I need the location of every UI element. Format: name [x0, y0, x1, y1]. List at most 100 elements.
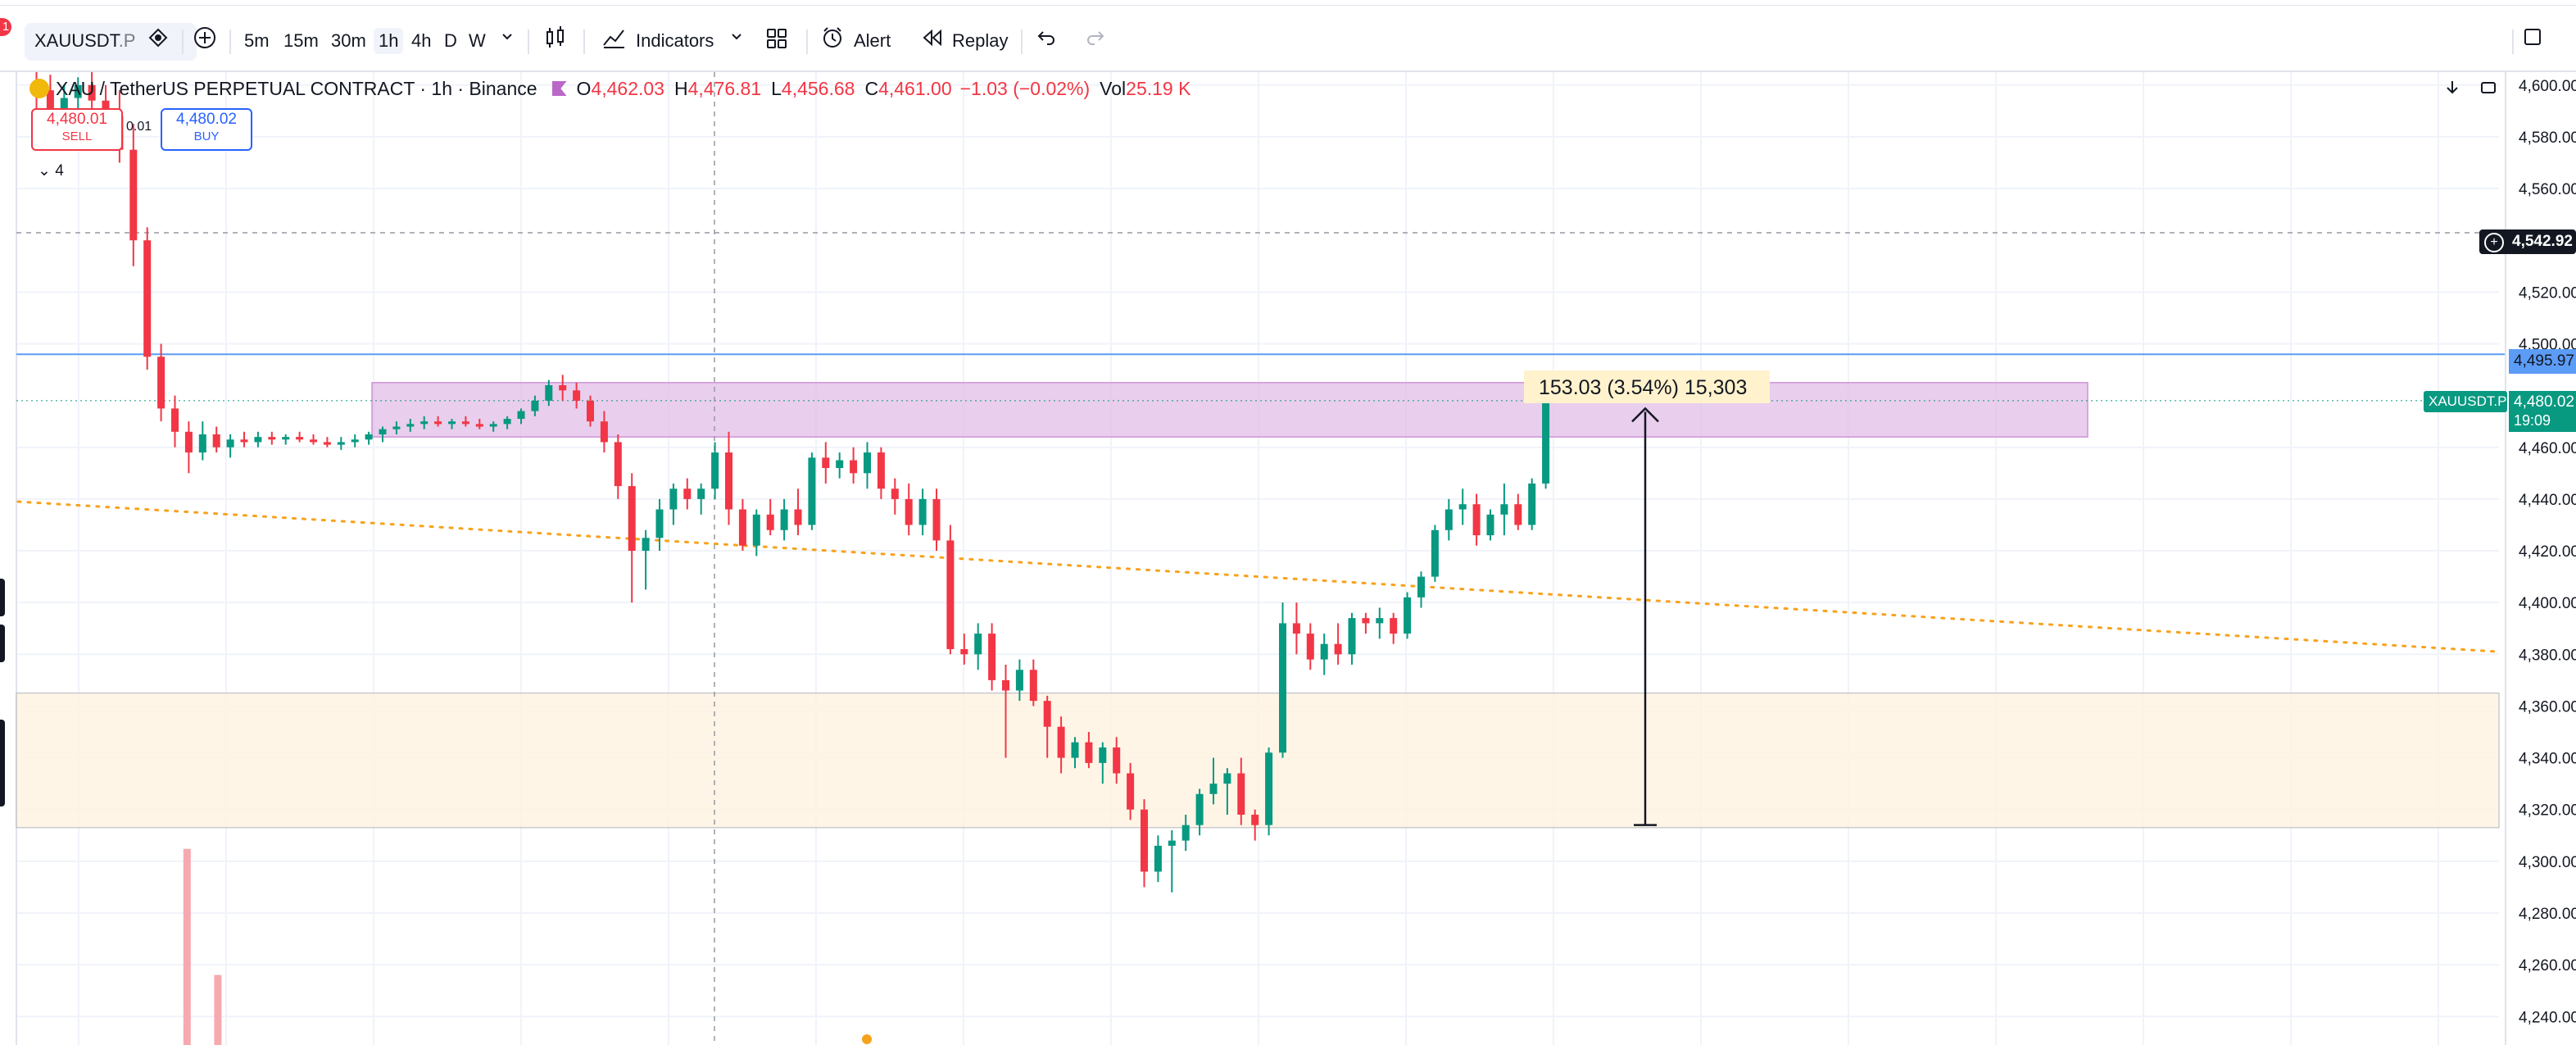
- candle: [1168, 829, 1176, 893]
- candle-body: [587, 400, 594, 422]
- measure-arrowhead: [1631, 407, 1659, 423]
- alert-button[interactable]: Alert: [854, 30, 891, 51]
- candle: [1404, 592, 1412, 639]
- volume-bar: [214, 975, 222, 1045]
- candle-body: [74, 84, 82, 98]
- candle-body: [1376, 618, 1384, 624]
- timeframe-d[interactable]: D: [444, 30, 457, 51]
- candle: [974, 623, 982, 670]
- candle: [545, 379, 553, 407]
- candle-body: [822, 457, 830, 469]
- candle: [711, 442, 719, 499]
- indicators-collapse-toggle[interactable]: ⌄ 4: [33, 159, 69, 184]
- candle: [1141, 799, 1148, 888]
- undo-icon[interactable]: [1034, 25, 1059, 51]
- timeframe-5m[interactable]: 5m: [244, 30, 270, 51]
- candle: [420, 416, 429, 429]
- add-alert-icon[interactable]: +: [2484, 233, 2504, 252]
- candle-body: [420, 421, 429, 425]
- candle-body: [1071, 742, 1079, 758]
- candle-body: [1057, 726, 1065, 758]
- download-icon[interactable]: [2440, 75, 2465, 104]
- replay-button[interactable]: Replay: [952, 30, 1009, 51]
- demand-zone: [16, 693, 2500, 829]
- left-panel-tab[interactable]: [0, 720, 5, 806]
- legend-high-value: 4,476.81: [687, 77, 762, 99]
- timeframe-4h[interactable]: 4h: [411, 30, 432, 51]
- timeframe-15m[interactable]: 15m: [283, 30, 319, 51]
- candle: [918, 488, 927, 536]
- candle: [766, 498, 774, 536]
- candle: [323, 437, 331, 448]
- candle-body: [475, 424, 483, 427]
- price-chart[interactable]: 153.03 (3.54%) 15,303 4,600.00 4,580.00 4,…: [0, 72, 2576, 1045]
- legend-close-value: 4,461.00: [878, 77, 952, 99]
- timeframe-1h[interactable]: 1h: [374, 28, 404, 54]
- candle-body: [1181, 825, 1190, 841]
- layouts-icon[interactable]: [762, 23, 791, 49]
- candle-body: [725, 452, 732, 510]
- timeframe-w[interactable]: W: [469, 30, 486, 51]
- candle: [157, 343, 166, 422]
- alert-icon[interactable]: [818, 23, 847, 49]
- chevron-down-icon[interactable]: [724, 25, 749, 51]
- price-axis-tick-label: 4,280.00: [2519, 906, 2576, 923]
- left-panel-tab[interactable]: [0, 579, 5, 616]
- candle: [448, 419, 456, 429]
- candle: [587, 395, 594, 427]
- candle-body: [1237, 773, 1245, 816]
- candle: [212, 426, 220, 453]
- candle: [1334, 623, 1342, 665]
- symbol-name[interactable]: XAUUSDT.P: [34, 30, 136, 51]
- candle: [1181, 815, 1190, 852]
- sell-button[interactable]: 4,480.01 SELL: [31, 108, 123, 151]
- candle: [655, 498, 664, 552]
- candle-body: [946, 540, 955, 649]
- legend-low-value: 4,456.68: [781, 77, 855, 99]
- legend-open-label: O: [576, 77, 592, 99]
- candle-body: [766, 514, 774, 530]
- candle-body: [1099, 747, 1107, 763]
- candle: [1265, 747, 1273, 836]
- favorite-icon[interactable]: [144, 24, 172, 50]
- candle: [1306, 623, 1314, 670]
- candle: [1209, 757, 1218, 805]
- buy-button[interactable]: 4,480.02 BUY: [161, 108, 252, 151]
- notification-badge[interactable]: 1: [0, 18, 11, 36]
- candle: [434, 416, 442, 427]
- candle-body: [614, 442, 622, 487]
- indicators-icon[interactable]: [600, 23, 628, 49]
- replay-icon[interactable]: [918, 23, 947, 49]
- candle: [1071, 737, 1079, 769]
- timeframe-30m[interactable]: 30m: [331, 30, 366, 51]
- symbol-search-button[interactable]: [25, 23, 197, 61]
- candle-body: [1431, 529, 1439, 577]
- price-axis-tick-label: 4,600.00: [2519, 78, 2576, 95]
- legend-high-label: H: [673, 77, 688, 99]
- fullscreen-icon[interactable]: [2476, 75, 2501, 104]
- left-panel-tab[interactable]: [0, 625, 5, 662]
- candle-body: [1029, 670, 1037, 702]
- candle-body: [1444, 509, 1453, 530]
- redo-icon[interactable]: [1083, 25, 1108, 51]
- price-axis-tick-label: 4,320.00: [2519, 802, 2576, 820]
- candle-body: [448, 421, 456, 425]
- candle-body: [434, 421, 442, 425]
- chart-legend: XAU / TetherUS PERPETUAL CONTRACT · 1h ·…: [29, 74, 1190, 103]
- candle: [171, 395, 179, 448]
- panel-toggle-icon[interactable]: [2520, 25, 2545, 51]
- candle-body: [46, 90, 54, 111]
- add-symbol-icon[interactable]: [190, 23, 220, 49]
- last-price-label: 4,480.02 19:09: [2509, 391, 2576, 432]
- candle: [351, 434, 359, 448]
- candle-body: [1292, 623, 1300, 634]
- candle-body: [1223, 773, 1231, 784]
- indicators-button[interactable]: Indicators: [636, 30, 714, 51]
- price-axis-tick-label: 4,460.00: [2519, 440, 2576, 457]
- candle-body: [960, 648, 968, 655]
- candle: [1237, 757, 1245, 825]
- candles-icon[interactable]: [541, 23, 570, 49]
- chevron-down-icon[interactable]: [495, 25, 519, 51]
- candle: [850, 447, 858, 484]
- candle: [780, 498, 788, 541]
